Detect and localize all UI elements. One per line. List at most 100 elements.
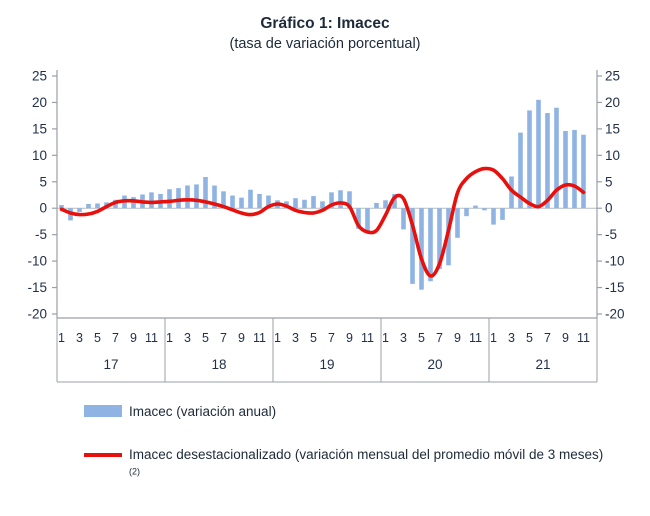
y-tick-label: 20 [32,95,47,110]
bar [455,208,460,239]
month-label: 3 [508,331,515,345]
bar [392,194,397,209]
month-label: 7 [436,331,443,345]
y-tick-label: 10 [605,148,620,163]
bar [311,196,316,209]
chart-legend: Imacec (variación anual) Imacec desestac… [84,402,644,487]
y-tick-label: -10 [605,254,625,269]
bar [401,208,406,230]
bar [464,208,469,217]
bar [320,201,325,209]
year-label: 18 [211,357,226,372]
bar [518,133,523,209]
month-label: 3 [292,331,299,345]
chart-title: Gráfico 1: Imacec [260,15,390,32]
bar-series-label: Imacec (variación anual) [129,404,277,420]
month-label: 11 [577,331,590,345]
month-label: 5 [94,331,101,345]
y-tick-label: -5 [605,228,617,243]
month-label: 1 [382,331,389,345]
bar [482,208,487,211]
year-label: 19 [319,357,334,372]
bar [257,194,262,209]
bar [581,135,586,209]
bar [239,198,244,209]
month-label: 9 [130,331,137,345]
bar [212,185,217,209]
bar [185,185,190,209]
bar [221,191,226,209]
year-label: 21 [535,357,550,372]
bar [563,131,568,209]
bar [491,208,496,226]
month-label: 11 [469,331,482,345]
y-tick-label: 15 [605,122,620,137]
month-label: 11 [361,331,374,345]
month-label: 1 [490,331,497,345]
y-tick-label: 25 [605,69,620,84]
y-tick-label: 5 [39,175,47,190]
bar [95,203,100,209]
bar [194,184,199,209]
chart-title-block: Gráfico 1: Imacec (tasa de variación por… [0,0,650,54]
month-label: 5 [310,331,317,345]
y-tick-label: 10 [32,148,47,163]
bar [248,190,253,209]
bar [149,192,154,209]
bar [266,196,271,209]
month-label: 1 [58,331,65,345]
bar [131,197,136,209]
month-label: 9 [454,331,461,345]
y-tick-label: -15 [27,281,47,296]
y-tick-label: 0 [605,201,613,216]
y-tick-label: 0 [39,201,47,216]
bar [338,190,343,209]
bar [365,208,370,233]
bar [203,177,208,209]
y-tick-label: -10 [27,254,47,269]
month-label: 7 [544,331,551,345]
month-label: 5 [202,331,209,345]
month-label: 7 [328,331,335,345]
bar [167,189,172,209]
month-label: 7 [220,331,227,345]
y-tick-label: 20 [605,95,620,110]
month-label: 11 [253,331,266,345]
bar [347,191,352,209]
bar [419,208,424,291]
month-label: 5 [418,331,425,345]
bar [410,208,415,285]
line-series [59,167,586,279]
bar [383,200,388,209]
y-tick-label: -20 [27,307,47,322]
footnote-marker: (2) [129,466,140,477]
line-series-swatch [84,453,122,458]
chart-area: 25 20 15 10 5 0 -5 -10 -15 -20 25 20 15 10 5 0 -5 -10 -15-… [0,58,650,396]
y-tick-label: 25 [32,69,47,84]
y-tick-label: -15 [605,281,625,296]
year-label: 17 [103,357,118,372]
bar [302,200,307,209]
month-label: 7 [112,331,119,345]
bar [500,208,505,221]
y-tick-label: -5 [35,228,47,243]
legend-item-bars: Imacec (variación anual) [84,402,644,423]
month-label: 5 [526,331,533,345]
year-label: 20 [427,357,442,372]
line-series-label: Imacec desestacionalizado (variación men… [129,447,604,477]
bar [374,203,379,209]
legend-item-line: Imacec desestacionalizado (variación men… [84,445,644,487]
y-tick-label: 5 [605,175,613,190]
month-label: 3 [76,331,83,345]
bar [176,188,181,209]
bar [329,192,334,209]
bar [572,130,577,209]
month-label: 9 [346,331,353,345]
bar [77,208,82,213]
month-label: 1 [166,331,173,345]
bar [428,208,433,282]
bar [437,208,442,270]
bar [86,204,91,209]
chart-subtitle: (tasa de variación porcentual) [229,35,421,52]
bar [59,205,64,209]
